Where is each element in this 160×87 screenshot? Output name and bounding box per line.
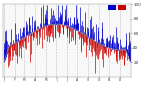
Bar bbox=[118, 5, 126, 10]
Bar bbox=[108, 5, 116, 10]
